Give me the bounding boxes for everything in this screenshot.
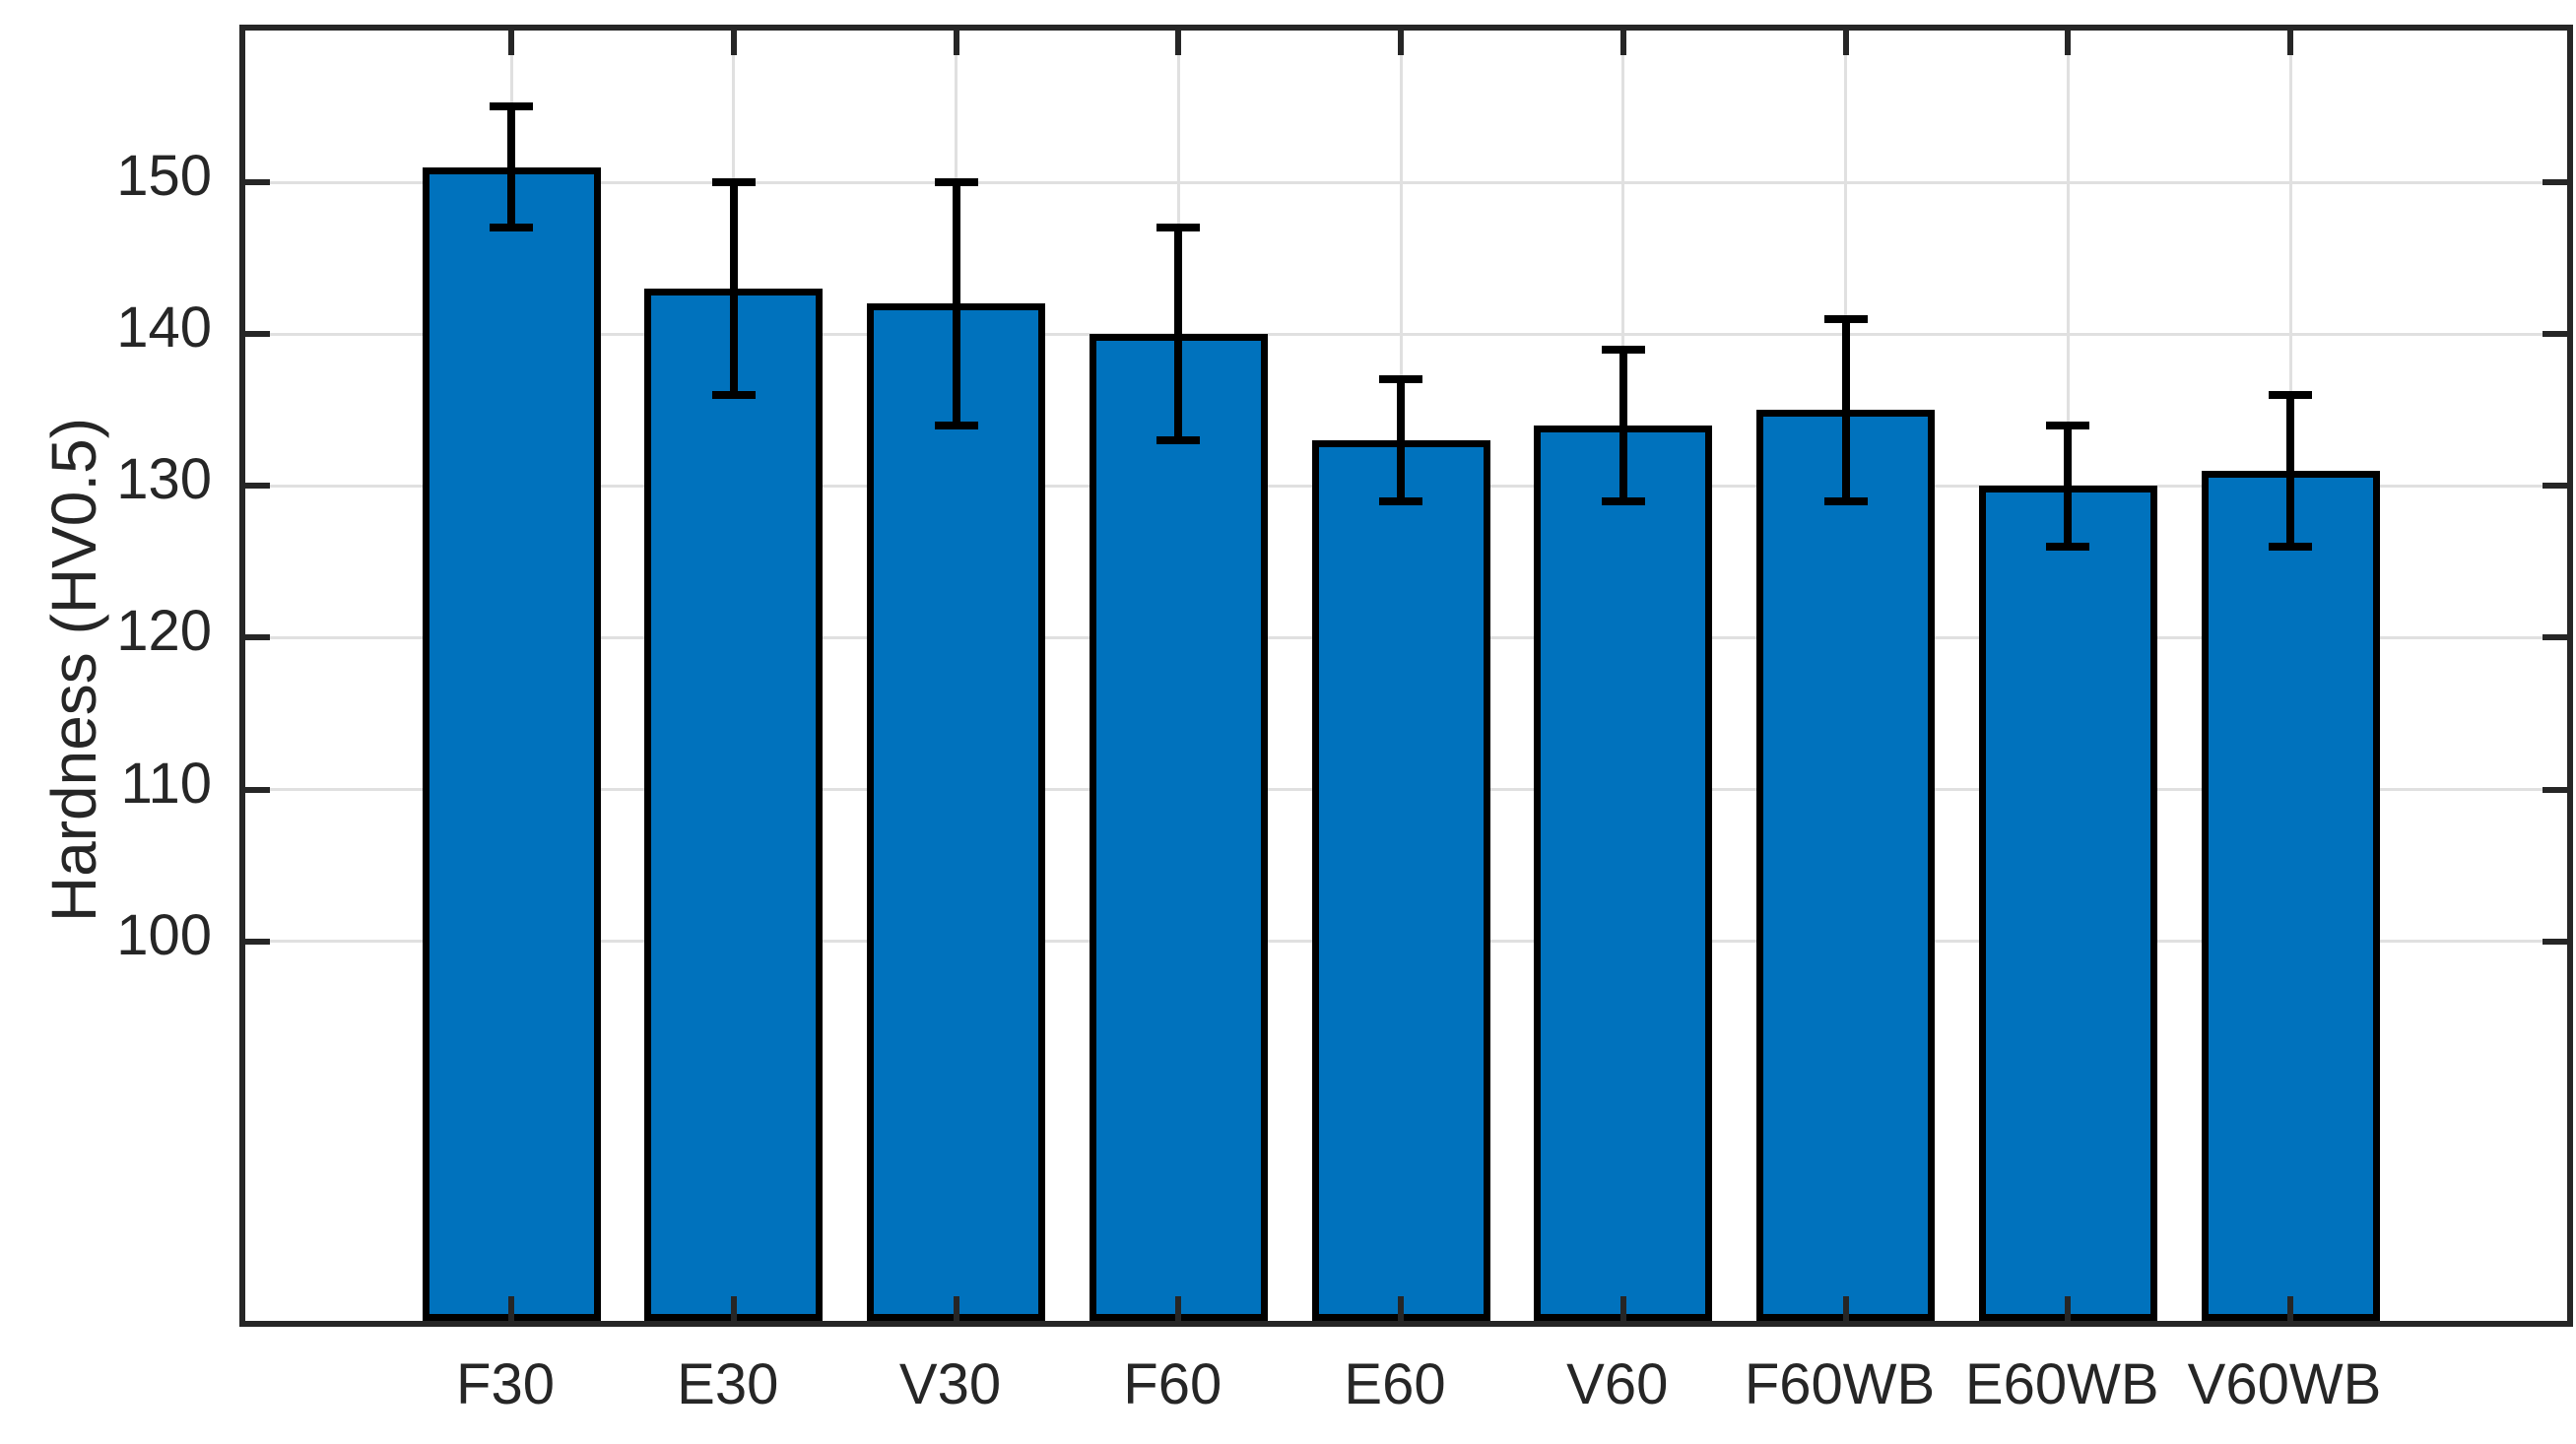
y-tick-label: 140	[116, 295, 212, 361]
x-tick-bottom	[730, 1296, 737, 1321]
y-tick-right	[2543, 331, 2567, 338]
x-tick-label: V30	[898, 1352, 1002, 1416]
error-bar-line	[2064, 425, 2073, 547]
error-bar-line	[952, 182, 960, 426]
error-bar-cap-bottom	[2046, 543, 2090, 551]
error-bar-cap-bottom	[1379, 496, 1422, 505]
error-bar-cap-top	[2269, 390, 2312, 399]
error-bar-cap-top	[1156, 224, 1201, 232]
x-tick-top	[1842, 31, 1849, 55]
y-tick-left	[245, 938, 270, 945]
bar	[1089, 334, 1268, 1321]
x-tick-label: E30	[677, 1352, 779, 1416]
error-bar-cap-bottom	[1601, 496, 1645, 505]
error-bar-line	[1174, 228, 1183, 441]
bar	[1311, 440, 1490, 1321]
x-tick-top	[730, 31, 737, 55]
x-tick-top	[508, 31, 514, 55]
error-bar-cap-top	[934, 178, 978, 187]
x-tick-top	[953, 31, 959, 55]
bar	[2201, 470, 2380, 1321]
y-tick-right	[2543, 634, 2567, 641]
y-tick-left	[245, 483, 270, 490]
y-tick-left	[245, 634, 270, 641]
x-tick-label: V60	[1566, 1352, 1669, 1416]
y-tick-label: 120	[116, 599, 212, 664]
y-tick-left	[245, 179, 270, 186]
error-bar-cap-top	[490, 102, 533, 111]
error-bar-line	[1397, 379, 1405, 501]
bar	[1534, 425, 1713, 1321]
x-tick-bottom	[1619, 1296, 1626, 1321]
x-tick-bottom	[1398, 1296, 1404, 1321]
bar	[1756, 410, 1935, 1321]
y-tick-right	[2543, 938, 2567, 945]
x-tick-label: E60WB	[1964, 1352, 2159, 1416]
x-tick-top	[2065, 31, 2072, 55]
x-tick-top	[2287, 31, 2293, 55]
bar	[867, 303, 1045, 1321]
y-tick-right	[2543, 483, 2567, 490]
error-bar-cap-top	[1823, 314, 1868, 323]
bar	[644, 289, 824, 1321]
x-tick-top	[1619, 31, 1626, 55]
error-bar-cap-top	[2046, 421, 2090, 429]
error-bar-line	[1841, 318, 1850, 501]
y-tick-right	[2543, 179, 2567, 186]
plot-area	[239, 25, 2573, 1327]
error-bar-cap-bottom	[711, 390, 756, 399]
error-bar-cap-bottom	[1156, 436, 1201, 445]
x-tick-bottom	[1842, 1296, 1849, 1321]
x-tick-top	[1398, 31, 1404, 55]
bar	[422, 166, 601, 1321]
error-bar-line	[2286, 394, 2294, 547]
x-tick-label: E60	[1344, 1352, 1446, 1416]
y-tick-label: 110	[120, 751, 212, 816]
y-tick-right	[2543, 786, 2567, 793]
y-gridline	[245, 332, 2567, 336]
error-bar-cap-top	[711, 178, 756, 187]
error-bar-cap-bottom	[2269, 543, 2312, 551]
x-tick-label: V60WB	[2187, 1352, 2382, 1416]
y-tick-label: 130	[116, 447, 212, 512]
bar	[1978, 486, 2157, 1321]
error-bar-line	[507, 106, 515, 229]
error-bar-cap-top	[1601, 345, 1645, 354]
y-tick-label: 100	[116, 902, 212, 967]
x-tick-label: F60WB	[1744, 1352, 1936, 1416]
error-bar-cap-bottom	[490, 224, 533, 232]
x-tick-bottom	[2065, 1296, 2072, 1321]
y-tick-left	[245, 331, 270, 338]
y-tick-label: 150	[116, 144, 212, 209]
x-tick-bottom	[953, 1296, 959, 1321]
error-bar-line	[729, 182, 738, 395]
error-bar-cap-top	[1379, 375, 1422, 384]
y-gridline	[245, 180, 2567, 184]
y-tick-left	[245, 786, 270, 793]
x-tick-bottom	[2287, 1296, 2293, 1321]
error-bar-cap-bottom	[1823, 496, 1868, 505]
error-bar-line	[1618, 349, 1627, 501]
x-tick-bottom	[1175, 1296, 1182, 1321]
x-tick-label: F30	[456, 1352, 555, 1416]
x-tick-bottom	[508, 1296, 514, 1321]
x-tick-label: F60	[1123, 1352, 1222, 1416]
error-bar-cap-bottom	[934, 421, 978, 429]
x-tick-top	[1175, 31, 1182, 55]
